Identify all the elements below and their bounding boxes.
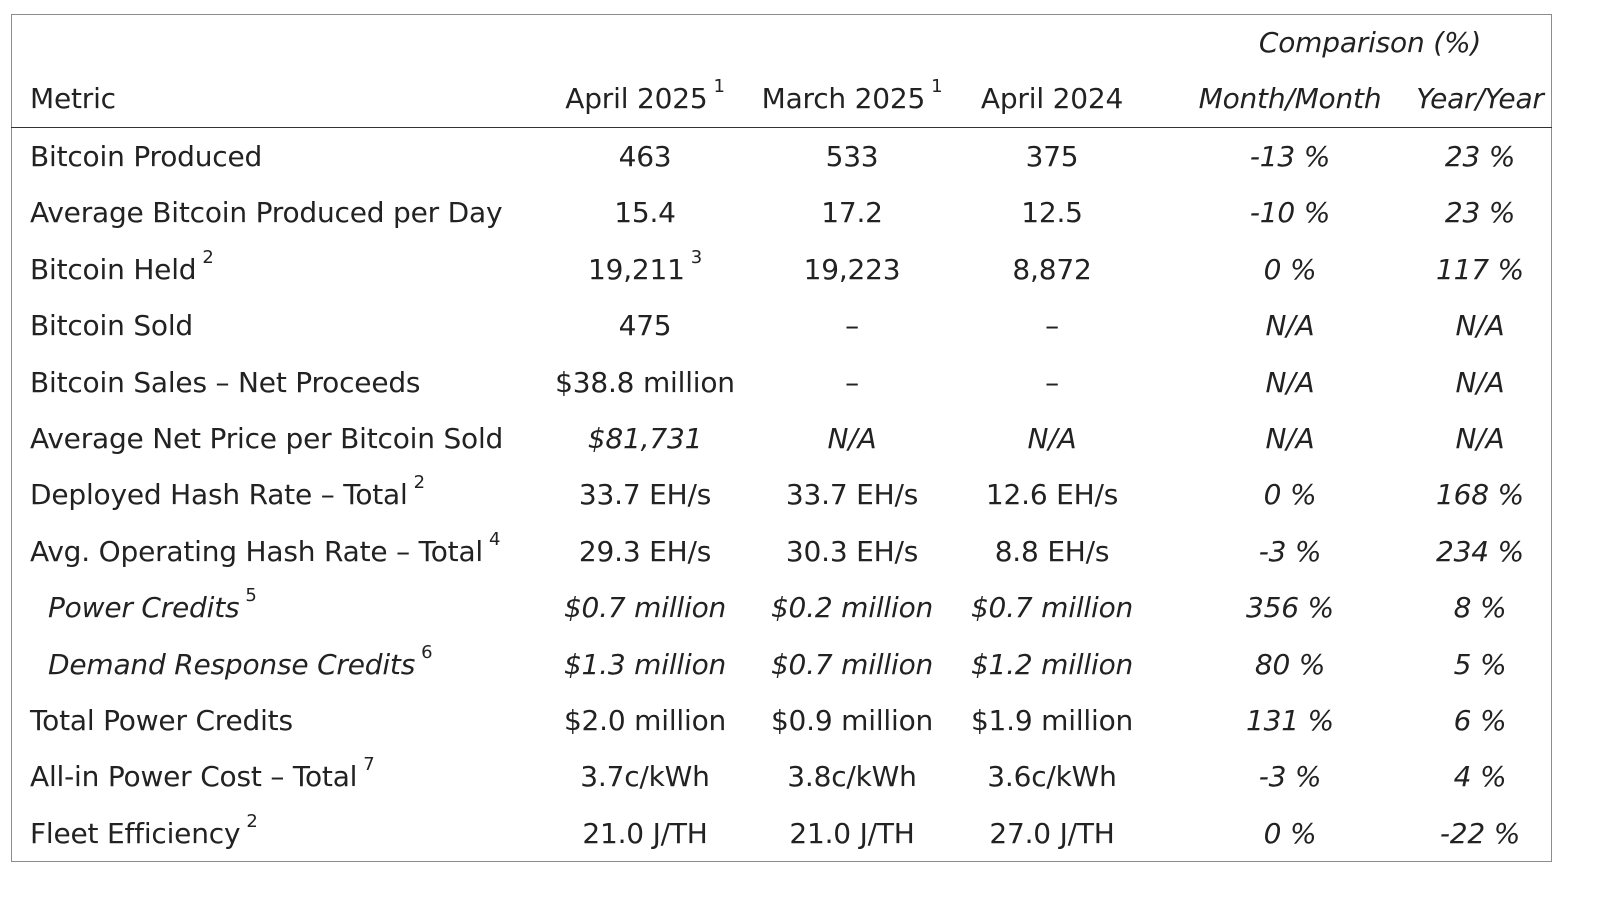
metric-label: Power Credits 5 <box>48 584 257 624</box>
cell-april-2025: 15.4 <box>614 196 676 229</box>
cell-april-2024: $0.7 million <box>970 591 1134 624</box>
cell-april-2024: 12.5 <box>1021 196 1083 229</box>
cell-april-2025: $38.8 million <box>555 366 735 399</box>
col-header-month-month: Month/Month <box>1198 82 1382 115</box>
cell-month-month: -3 % <box>1258 535 1322 568</box>
cell-year-year: 6 % <box>1453 704 1507 737</box>
metric-label: Total Power Credits <box>30 704 293 737</box>
metric-header: Metric <box>30 82 116 115</box>
metric-label: Average Net Price per Bitcoin Sold <box>30 422 504 455</box>
cell-year-year: -22 % <box>1439 817 1521 850</box>
cell-month-month: 80 % <box>1254 648 1326 681</box>
cell-march-2025: 21.0 J/TH <box>789 817 915 850</box>
cell-month-month: 131 % <box>1246 704 1334 737</box>
cell-march-2025: $0.9 million <box>770 704 934 737</box>
footnote-marker: 4 <box>489 528 501 550</box>
cell-april-2024: 3.6c/kWh <box>987 760 1117 793</box>
metric-label: Bitcoin Sold <box>30 309 193 342</box>
cell-year-year: N/A <box>1455 366 1505 399</box>
cell-april-2025: 3.7c/kWh <box>580 760 710 793</box>
cell-month-month: 0 % <box>1263 253 1317 286</box>
cell-march-2025: 533 <box>825 140 879 173</box>
footnote-marker: 5 <box>245 584 257 606</box>
metric-label: All-in Power Cost – Total 7 <box>30 753 375 793</box>
metric-label: Deployed Hash Rate – Total 2 <box>30 471 425 511</box>
cell-april-2024: – <box>1045 309 1059 342</box>
cell-april-2024: 12.6 EH/s <box>985 478 1119 511</box>
cell-april-2025: 475 <box>618 309 672 342</box>
cell-march-2025: 30.3 EH/s <box>785 535 919 568</box>
col-header-year-year: Year/Year <box>1416 82 1544 115</box>
cell-month-month: -13 % <box>1249 140 1331 173</box>
cell-march-2025: 17.2 <box>821 196 883 229</box>
cell-april-2025: 33.7 EH/s <box>578 478 712 511</box>
cell-month-month: -3 % <box>1258 760 1322 793</box>
cell-april-2024: – <box>1045 366 1059 399</box>
cell-month-month: N/A <box>1265 422 1315 455</box>
cell-year-year: 5 % <box>1453 648 1507 681</box>
cell-april-2025: 463 <box>618 140 672 173</box>
cell-april-2025: $0.7 million <box>563 591 727 624</box>
cell-march-2025: N/A <box>827 422 877 455</box>
cell-month-month: 0 % <box>1263 478 1317 511</box>
cell-march-2025: – <box>845 309 859 342</box>
cell-march-2025: 33.7 EH/s <box>785 478 919 511</box>
col-header-march-2025: March 2025 1 <box>761 75 943 115</box>
cell-march-2025: $0.2 million <box>770 591 934 624</box>
footnote-marker: 6 <box>421 641 433 663</box>
cell-march-2025: $0.7 million <box>770 648 934 681</box>
table-frame <box>11 14 1552 862</box>
metric-label: Demand Response Credits 6 <box>48 641 433 681</box>
cell-month-month: N/A <box>1265 309 1315 342</box>
metric-label: Average Bitcoin Produced per Day <box>30 196 503 229</box>
cell-month-month: -10 % <box>1249 196 1331 229</box>
footnote-marker: 2 <box>413 471 425 493</box>
cell-march-2025: – <box>845 366 859 399</box>
cell-month-month: 0 % <box>1263 817 1317 850</box>
cell-year-year: N/A <box>1455 309 1505 342</box>
footnote-marker: 1 <box>931 75 943 97</box>
footnote-marker: 3 <box>690 246 703 268</box>
cell-april-2024: 8.8 EH/s <box>994 535 1110 568</box>
cell-month-month: N/A <box>1265 366 1315 399</box>
cell-april-2024: $1.9 million <box>970 704 1134 737</box>
footnote-marker: 2 <box>202 246 214 268</box>
cell-april-2025: 21.0 J/TH <box>582 817 708 850</box>
cell-year-year: N/A <box>1455 422 1505 455</box>
cell-year-year: 117 % <box>1436 253 1524 286</box>
cell-april-2025: $81,731 <box>587 422 703 455</box>
cell-year-year: 23 % <box>1444 140 1516 173</box>
cell-march-2025: 19,223 <box>803 253 901 286</box>
cell-april-2024: N/A <box>1027 422 1077 455</box>
cell-april-2025: $2.0 million <box>563 704 727 737</box>
col-header-april-2024: April 2024 <box>980 82 1124 115</box>
col-header-april-2025: April 2025 1 <box>565 75 725 115</box>
metric-label: Bitcoin Held 2 <box>30 246 214 286</box>
footnote-marker: 2 <box>246 810 258 832</box>
cell-march-2025: 3.8c/kWh <box>787 760 917 793</box>
comparison-header: Comparison (%) <box>1258 26 1482 59</box>
footnote-marker: 7 <box>363 753 375 775</box>
metric-label: Fleet Efficiency 2 <box>30 810 258 850</box>
cell-year-year: 168 % <box>1436 478 1524 511</box>
cell-year-year: 234 % <box>1436 535 1524 568</box>
cell-year-year: 8 % <box>1453 591 1507 624</box>
cell-year-year: 4 % <box>1453 760 1507 793</box>
cell-april-2025: $1.3 million <box>563 648 727 681</box>
header-rule <box>11 127 1552 128</box>
metric-label: Avg. Operating Hash Rate – Total 4 <box>30 528 501 568</box>
cell-april-2024: 8,872 <box>1012 253 1092 286</box>
cell-april-2024: $1.2 million <box>970 648 1134 681</box>
cell-april-2025: 19,211 3 <box>587 246 703 286</box>
metric-label: Bitcoin Produced <box>30 140 263 173</box>
cell-month-month: 356 % <box>1246 591 1334 624</box>
footnote-marker: 1 <box>713 75 725 97</box>
cell-april-2024: 27.0 J/TH <box>989 817 1115 850</box>
metric-label: Bitcoin Sales – Net Proceeds <box>30 366 421 399</box>
cell-april-2025: 29.3 EH/s <box>578 535 712 568</box>
cell-april-2024: 375 <box>1025 140 1079 173</box>
cell-year-year: 23 % <box>1444 196 1516 229</box>
